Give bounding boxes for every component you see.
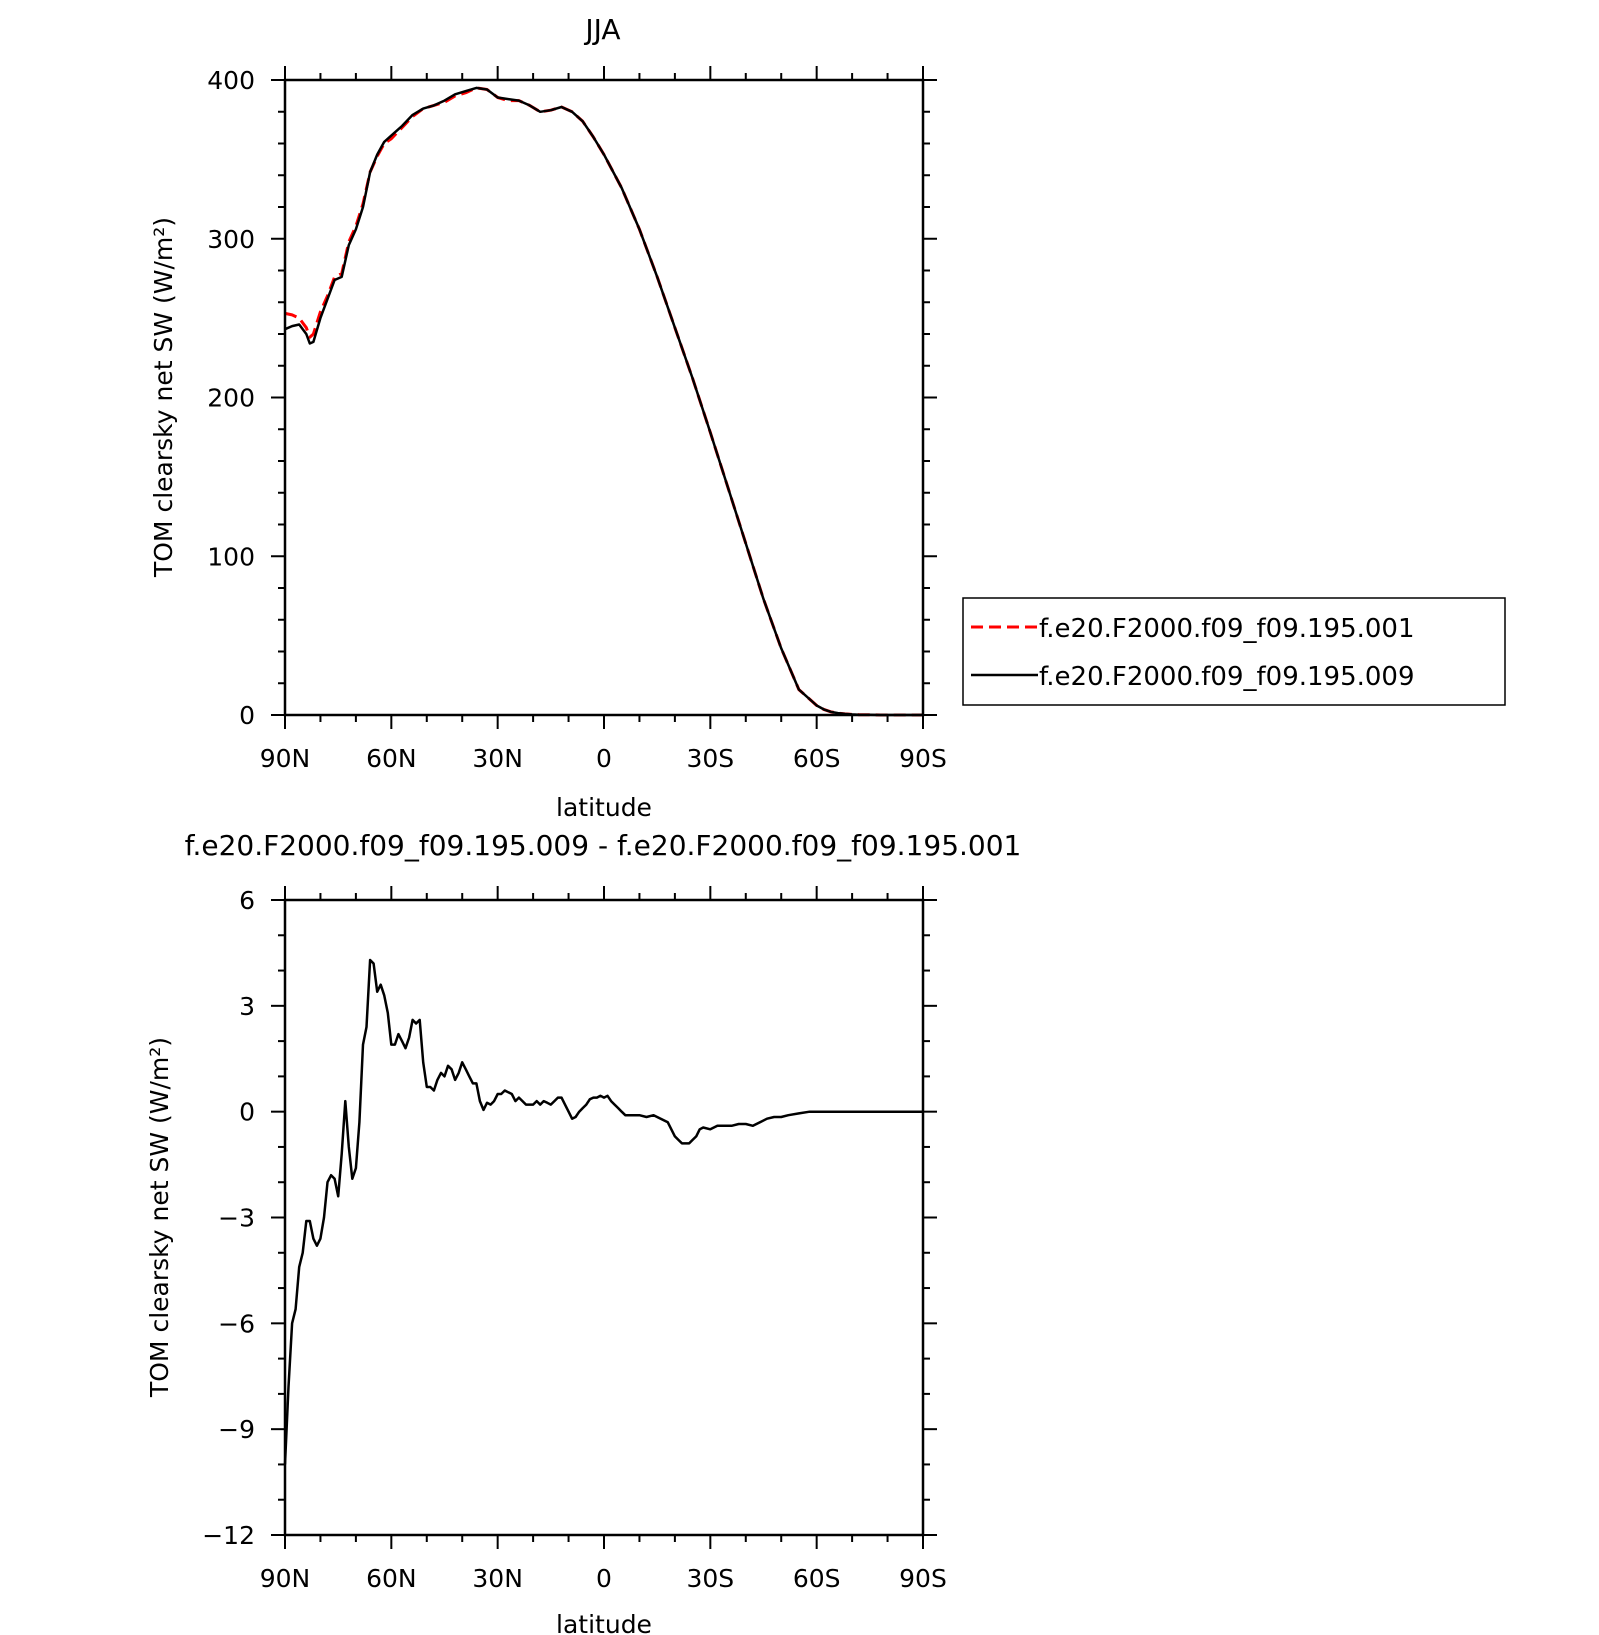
top-xtick-labels: 90N 60N 30N 0 30S 60S 90S (260, 744, 947, 773)
bottom-ytick-label: 0 (239, 1098, 255, 1127)
top-ytick-label: 0 (239, 701, 255, 730)
bottom-axis-ticks (271, 886, 937, 1549)
bottom-xtick-label: 90N (260, 1564, 311, 1593)
bottom-xtick-label: 30S (686, 1564, 734, 1593)
top-ytick-labels: 0 100 200 300 400 (207, 66, 255, 730)
top-series-line-1 (284, 86, 923, 717)
legend: f.e20.F2000.f09_f09.195.001 f.e20.F2000.… (962, 597, 1506, 706)
legend-label-series-2: f.e20.F2000.f09_f09.195.009 (1039, 662, 1415, 692)
bottom-ytick-label: −6 (218, 1309, 255, 1338)
bottom-chart-title: f.e20.F2000.f09_f09.195.009 - f.e20.F200… (185, 829, 1022, 862)
top-chart-title: JJA (583, 13, 620, 46)
bottom-xaxis-label: latitude (556, 1610, 652, 1635)
top-yaxis-label: TOM clearsky net SW (W/m²) (149, 217, 178, 578)
bottom-ytick-label: 6 (239, 886, 255, 915)
top-ytick-label: 100 (207, 542, 255, 571)
bottom-xtick-label: 30N (472, 1564, 523, 1593)
top-xtick-label: 30S (686, 744, 734, 773)
top-plot-frame (283, 78, 925, 717)
bottom-ytick-labels: 6 3 0 −3 −6 −9 −12 (202, 886, 255, 1550)
top-xtick-label: 90N (260, 744, 311, 773)
bottom-chart-panel: f.e20.F2000.f09_f09.195.009 - f.e20.F200… (145, 829, 1021, 1635)
bottom-series-lines (283, 958, 923, 1465)
bottom-ytick-label: −12 (202, 1521, 255, 1550)
bottom-ytick-label: −3 (218, 1204, 255, 1233)
bottom-xtick-label: 60N (366, 1564, 417, 1593)
bottom-xtick-label: 90S (899, 1564, 947, 1593)
top-series-line-2 (284, 86, 923, 717)
top-xtick-label: 90S (899, 744, 947, 773)
bottom-series-line-1 (283, 958, 923, 1465)
bottom-ytick-label: −9 (218, 1415, 255, 1444)
legend-box (962, 597, 1506, 706)
top-ytick-label: 400 (207, 66, 255, 95)
bottom-xtick-label: 0 (596, 1564, 612, 1593)
top-xtick-label: 30N (472, 744, 523, 773)
top-axis-ticks (271, 66, 937, 729)
top-ytick-label: 200 (207, 384, 255, 413)
bottom-ytick-label: 3 (239, 992, 255, 1021)
bottom-yaxis-label: TOM clearsky net SW (W/m²) (145, 1037, 174, 1398)
bottom-plot-frame (283, 898, 925, 1537)
top-chart-panel: JJA 0 100 200 300 400 90N 60N 30N 0 30S 60S 90S la… (149, 13, 1506, 822)
top-ytick-label: 300 (207, 225, 255, 254)
top-xaxis-label: latitude (556, 793, 652, 822)
top-xtick-label: 0 (596, 744, 612, 773)
top-xtick-label: 60S (793, 744, 841, 773)
legend-label-series-1: f.e20.F2000.f09_f09.195.001 (1039, 614, 1415, 644)
top-xtick-label: 60N (366, 744, 417, 773)
bottom-xtick-label: 60S (793, 1564, 841, 1593)
bottom-xtick-labels: 90N 60N 30N 0 30S 60S 90S (260, 1564, 947, 1593)
top-series-lines (284, 86, 923, 717)
